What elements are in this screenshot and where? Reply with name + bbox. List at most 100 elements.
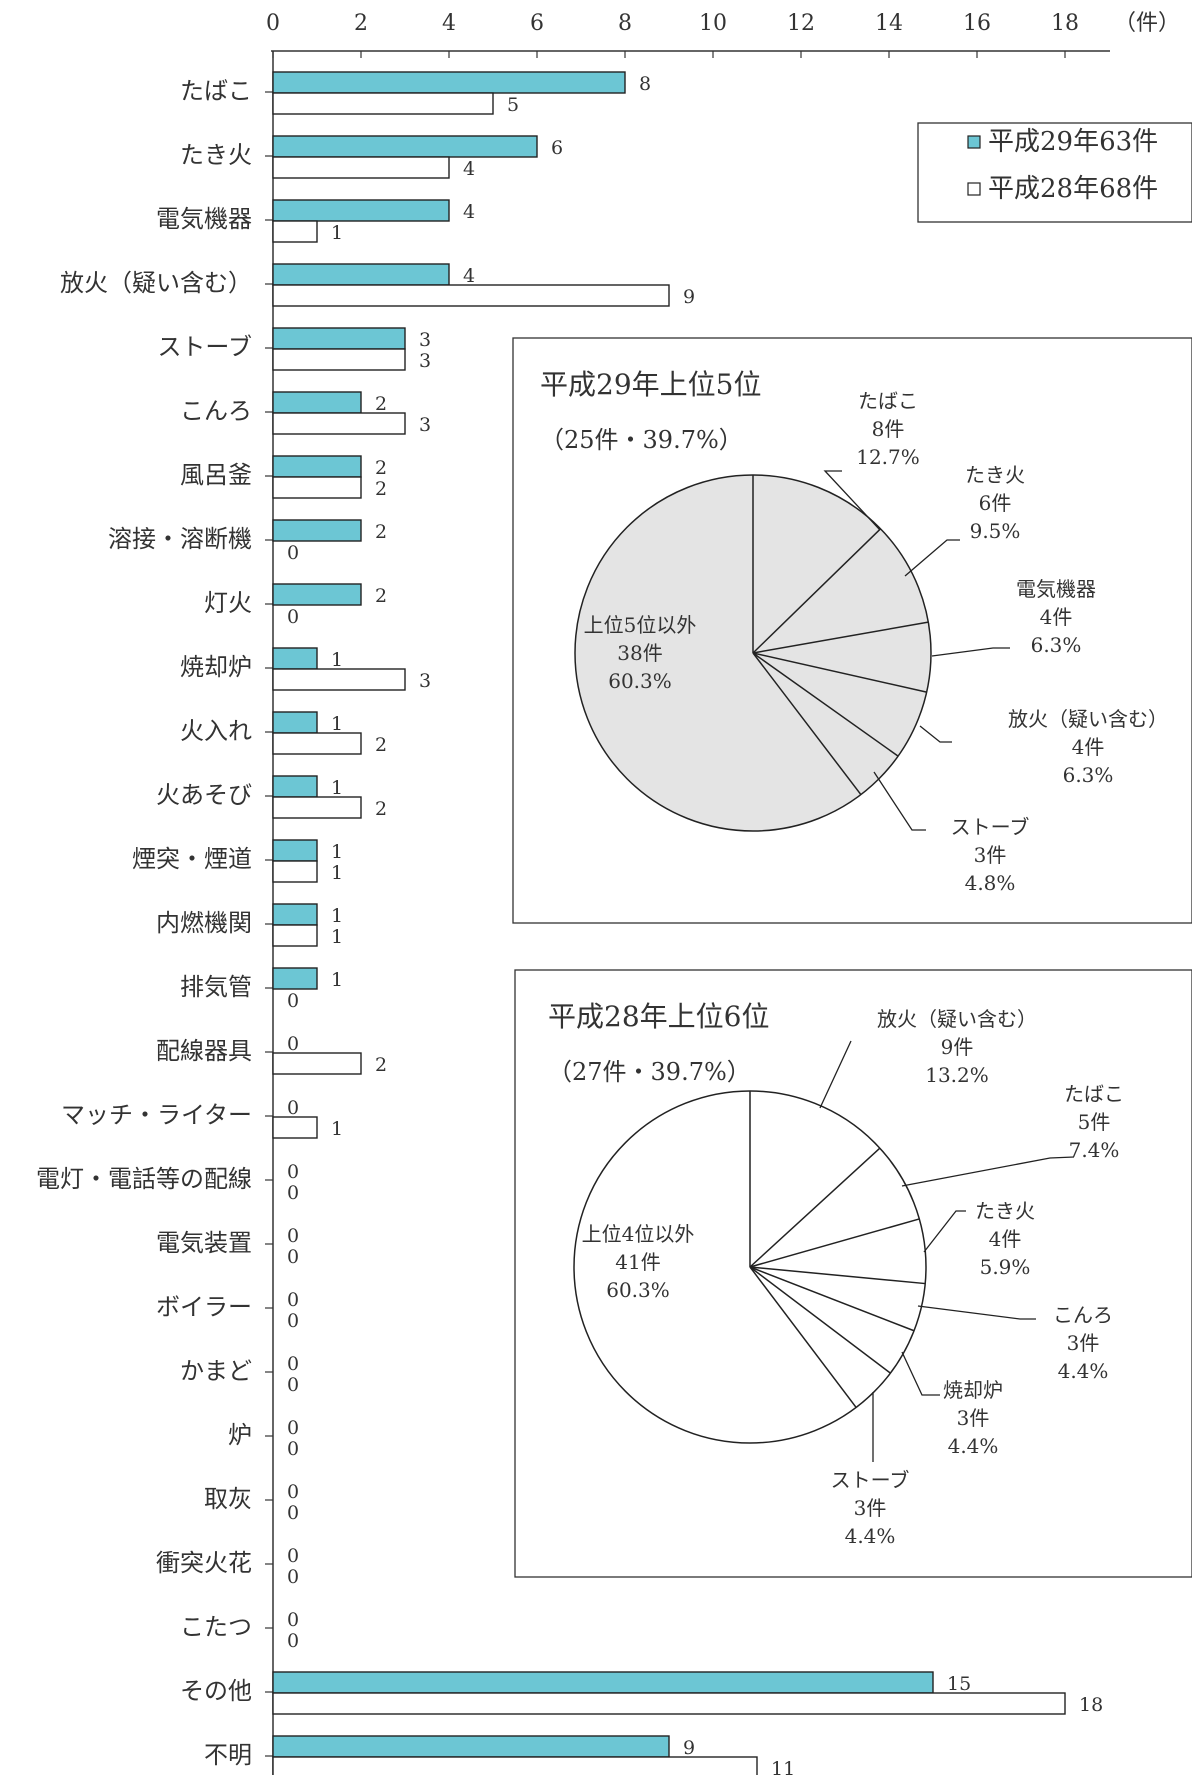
bar-value-label: 11 [771, 1758, 795, 1775]
category-label: 灯火 [204, 589, 252, 617]
slice-label: たき火 [975, 1199, 1035, 1223]
bar-h29 [272, 583, 362, 606]
bar-value-label: 4 [463, 158, 475, 180]
bar-h28 [272, 1692, 1066, 1715]
slice-label: こんろ [1053, 1303, 1113, 1327]
pie-slice [752, 621, 929, 654]
slice-count: 41件 [615, 1250, 660, 1274]
bar-h29 [272, 327, 406, 350]
pie-slice [752, 652, 862, 796]
slice-percent: 4.4% [845, 1524, 896, 1548]
bar-value-label: 0 [287, 1374, 299, 1396]
bar-h29 [272, 1735, 670, 1758]
pie-chart-1: 平成29年上位5位 （25件・39.7%） たばこ 8件 12.7% たき火 6件 9.5% 電… [512, 337, 1192, 924]
slice-percent: 7.4% [1069, 1138, 1120, 1162]
pie-subtitle: （27件・39.7%） [548, 1058, 751, 1086]
pie-slice [749, 1218, 920, 1268]
bar-value-label: 2 [375, 1054, 387, 1076]
slice-percent: 5.9% [980, 1255, 1031, 1279]
bar-h29 [272, 135, 538, 158]
category-label: ストーブ [157, 333, 252, 361]
category-label: 炉 [228, 1421, 252, 1449]
bar-value-label: 2 [375, 457, 387, 479]
slice-percent: 60.3% [606, 1278, 670, 1302]
category-label: こんろ [180, 397, 252, 425]
legend-swatch [967, 135, 981, 149]
x-tick-label: 0 [266, 11, 280, 36]
pie-slice [749, 1266, 926, 1285]
pie-slice [749, 1266, 891, 1374]
category-label: その他 [180, 1677, 252, 1705]
slice-label: 上位5位以外 [584, 613, 697, 637]
x-tick-label: 2 [354, 11, 368, 36]
pie-slice [752, 652, 927, 693]
category-label: 排気管 [180, 973, 252, 1001]
bar-value-label: 0 [287, 1097, 299, 1119]
pie-chart-2: 平成28年上位6位 （27件・39.7%） 放火（疑い含む） 9件 13.2% たばこ 5件… [514, 969, 1192, 1578]
bar-value-label: 1 [331, 926, 343, 948]
leader-line [819, 1040, 852, 1109]
legend-swatch [967, 182, 981, 196]
leader-line [901, 1156, 1075, 1187]
x-tick-label: 10 [699, 11, 727, 36]
bar-value-label: 6 [551, 137, 563, 159]
bar-h28 [272, 412, 406, 435]
bar-value-label: 9 [683, 286, 695, 308]
bar-value-label: 0 [287, 1630, 299, 1652]
pie-slice [752, 652, 899, 757]
category-label: 溶接・溶断機 [108, 525, 252, 553]
bar-value-label: 3 [419, 350, 431, 372]
bar-h29 [272, 711, 318, 734]
bar-value-label: 0 [287, 1609, 299, 1631]
category-label: マッチ・ライター [61, 1101, 252, 1129]
pie-slice [752, 528, 882, 654]
slice-count: 6件 [979, 491, 1012, 515]
x-tick-label: 4 [442, 11, 456, 36]
category-label: 火あそび [156, 781, 252, 809]
bar-h29 [272, 1671, 934, 1694]
bar-value-label: 0 [287, 1182, 299, 1204]
bar-h28 [272, 860, 318, 883]
slice-percent: 60.3% [608, 669, 672, 693]
bar-h28 [272, 796, 362, 819]
x-tick-label: 12 [787, 11, 815, 36]
bar-value-label: 1 [331, 905, 343, 927]
category-label: 風呂釜 [180, 461, 252, 489]
category-label: 焼却炉 [180, 653, 252, 681]
pie-slice [749, 1266, 915, 1332]
unit-label: （件） [1114, 11, 1180, 36]
bar-h28 [272, 1756, 758, 1775]
leader-line [931, 647, 1010, 657]
slice-percent: 9.5% [970, 519, 1021, 543]
bar-value-label: 3 [419, 414, 431, 436]
x-tick-label: 18 [1051, 11, 1079, 36]
x-tick-label: 8 [618, 11, 632, 36]
bar-value-label: 0 [287, 990, 299, 1012]
category-label: 火入れ [180, 717, 252, 745]
bar-h28 [272, 92, 494, 115]
bar-h28 [272, 476, 362, 499]
bar-value-label: 15 [947, 1673, 971, 1695]
leader-line [873, 771, 926, 831]
bar-value-label: 0 [287, 542, 299, 564]
pie-slice [749, 1147, 881, 1268]
bar-value-label: 0 [287, 1566, 299, 1588]
bar-value-label: 0 [287, 1481, 299, 1503]
bar-value-label: 18 [1079, 1694, 1103, 1716]
bar-h29 [272, 967, 318, 990]
slice-label: 焼却炉 [943, 1378, 1003, 1402]
bar-h29 [272, 519, 362, 542]
bar-value-label: 0 [287, 1502, 299, 1524]
slice-percent: 4.4% [1058, 1359, 1109, 1383]
leader-line [917, 1305, 1036, 1320]
slice-label: 上位4位以外 [582, 1222, 695, 1246]
bar-value-label: 1 [331, 969, 343, 991]
bar-value-label: 1 [331, 777, 343, 799]
bar-h28 [272, 284, 670, 307]
bar-value-label: 0 [287, 1438, 299, 1460]
slice-percent: 6.3% [1031, 633, 1082, 657]
bar-value-label: 0 [287, 1033, 299, 1055]
